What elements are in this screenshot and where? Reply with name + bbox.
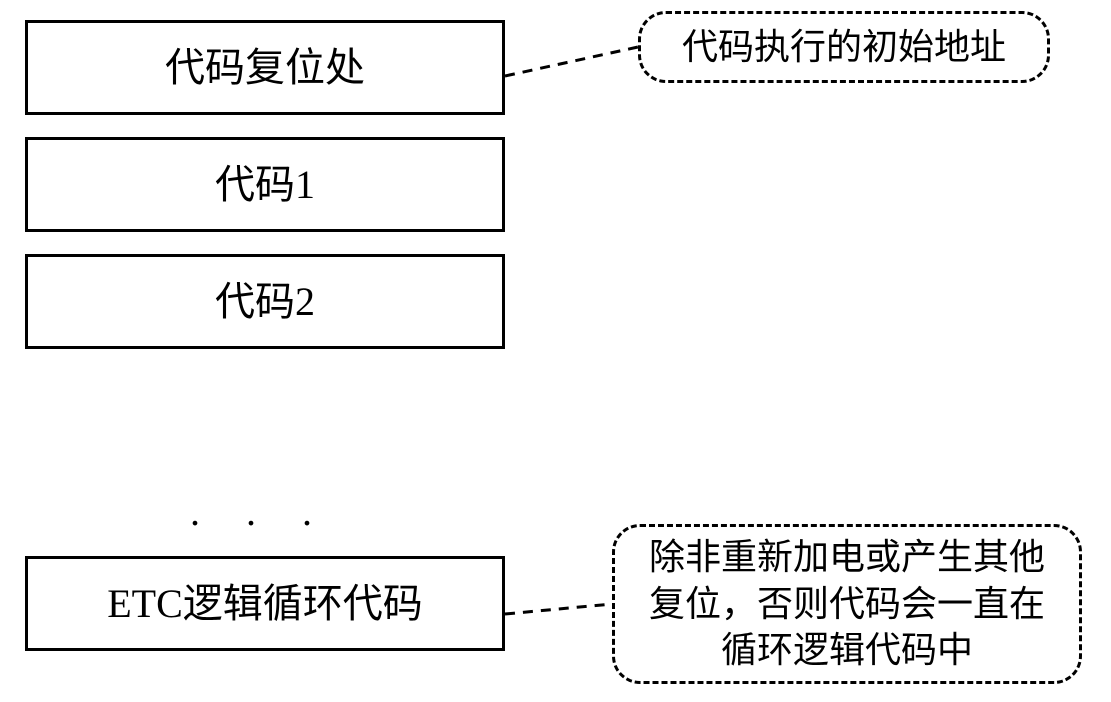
diagram-canvas: 代码复位处 代码1 代码2 . . . ETC逻辑循环代码 代码执行的初始地址 … xyxy=(0,0,1111,702)
callout-initial-address: 代码执行的初始地址 xyxy=(638,11,1050,83)
code-box-1-label: 代码1 xyxy=(215,165,315,205)
code-box-2: 代码2 xyxy=(25,254,505,349)
code-box-reset-label: 代码复位处 xyxy=(165,48,365,88)
code-box-2-label: 代码2 xyxy=(215,282,315,322)
code-box-reset: 代码复位处 xyxy=(25,20,505,115)
ellipsis: . . . xyxy=(190,492,330,532)
connector-reset-to-callout xyxy=(505,40,645,90)
code-box-etc-loop-label: ETC逻辑循环代码 xyxy=(107,584,423,624)
code-box-etc-loop: ETC逻辑循环代码 xyxy=(25,556,505,651)
code-box-1: 代码1 xyxy=(25,137,505,232)
callout-loop-explain-text: 除非重新加电或产生其他复位，否则代码会一直在循环逻辑代码中 xyxy=(633,534,1061,674)
callout-loop-explain: 除非重新加电或产生其他复位，否则代码会一直在循环逻辑代码中 xyxy=(612,524,1082,684)
ellipsis-label: . . . xyxy=(190,489,330,534)
callout-initial-address-text: 代码执行的初始地址 xyxy=(682,24,1006,71)
connector-loop-to-callout xyxy=(505,595,620,625)
